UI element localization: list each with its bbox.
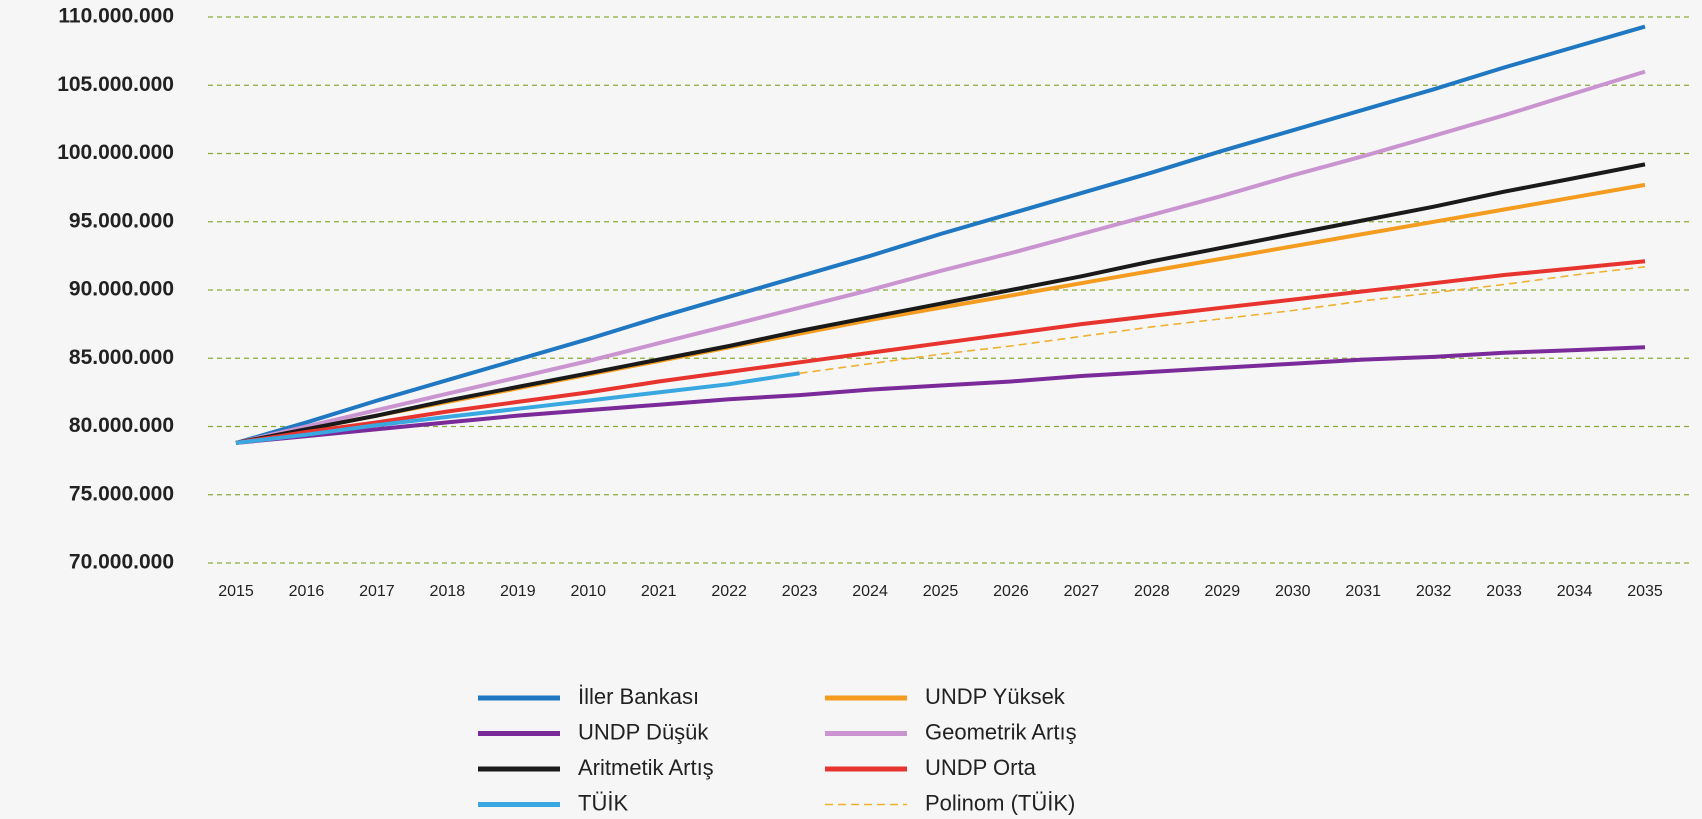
y-tick-label: 105.000.000	[57, 73, 174, 96]
y-tick-label: 85.000.000	[69, 346, 174, 369]
legend-label: TÜİK	[578, 790, 628, 815]
x-tick-label: 2030	[1275, 583, 1311, 600]
legend-label: Polinom (TÜİK)	[925, 790, 1075, 815]
series-line	[235, 69, 1646, 445]
y-tick-label: 95.000.000	[69, 209, 174, 232]
legend-label: Aritmetik Artış	[578, 755, 714, 780]
series-line	[235, 24, 1646, 445]
x-tick-label: 2015	[218, 583, 254, 600]
x-tick-label: 2032	[1416, 583, 1452, 600]
x-tick-label: 2026	[993, 583, 1029, 600]
y-tick-label: 110.000.000	[58, 5, 174, 28]
x-tick-label: 2018	[430, 583, 466, 600]
x-tick-label: 2025	[923, 583, 959, 600]
x-tick-label: 2034	[1557, 583, 1593, 600]
x-tick-label: 2035	[1627, 583, 1663, 600]
x-tick-label: 2031	[1345, 583, 1381, 600]
y-tick-label: 80.000.000	[69, 414, 174, 437]
series-line	[235, 371, 800, 445]
x-tick-label: 2019	[500, 583, 536, 600]
x-tick-label: 2016	[289, 583, 325, 600]
legend-label: UNDP Düşük	[578, 719, 709, 744]
legend-label: UNDP Orta	[925, 755, 1037, 780]
y-tick-label: 100.000.000	[57, 141, 174, 164]
legend-label: UNDP Yüksek	[925, 684, 1066, 709]
y-tick-label: 75.000.000	[69, 482, 174, 505]
x-tick-label: 2023	[782, 583, 818, 600]
legend-label: İller Bankası	[578, 684, 699, 709]
series-line	[235, 162, 1646, 445]
series-line	[235, 345, 1646, 445]
y-tick-label: 90.000.000	[69, 278, 174, 301]
y-tick-label: 70.000.000	[69, 551, 174, 574]
x-tick-label: 2024	[852, 583, 888, 600]
x-tick-label: 2010	[570, 583, 606, 600]
x-tick-label: 2022	[711, 583, 747, 600]
x-tick-label: 2033	[1486, 583, 1522, 600]
x-tick-label: 2029	[1205, 583, 1241, 600]
x-tick-label: 2028	[1134, 583, 1170, 600]
series-line	[235, 259, 1646, 445]
legend-label: Geometrik Artış	[925, 719, 1077, 744]
x-tick-label: 2021	[641, 583, 677, 600]
x-tick-label: 2017	[359, 583, 395, 600]
x-tick-label: 2027	[1064, 583, 1100, 600]
